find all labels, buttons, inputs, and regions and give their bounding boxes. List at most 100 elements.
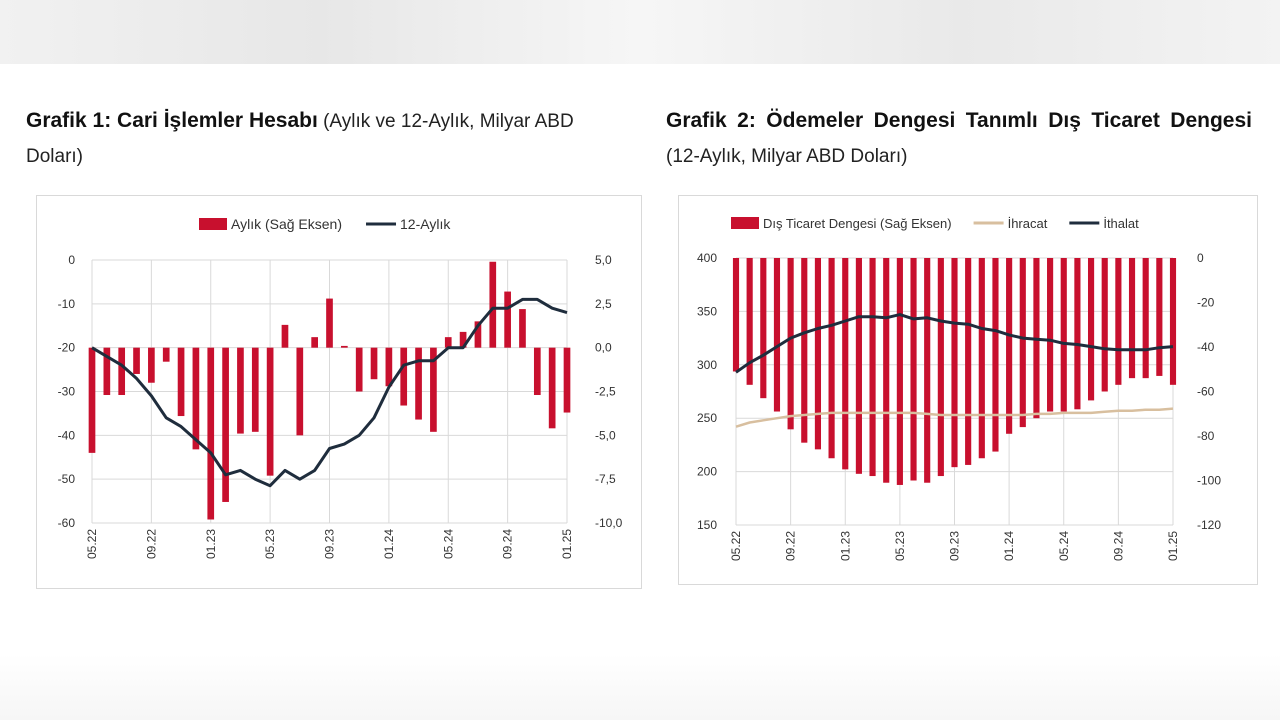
chart-1-right-tick-label: 5,0 [595,253,612,267]
chart-1-bar [519,309,526,348]
chart-2-left-tick-label: 300 [697,358,717,372]
chart-2-bar [896,258,903,485]
chart-2-left-tick-label: 150 [697,518,717,532]
chart-1-title-bold: Grafik 1: Cari İşlemler Hesabı [26,109,318,132]
chart-1-bar [177,347,185,417]
chart-1-right-tick-label: -2,5 [595,385,616,399]
chart-2-bar [883,258,890,483]
chart-1-x-tick-label: 05.24 [441,529,455,559]
bottom-blurred-band [0,654,1280,720]
chart-2-bar [1074,258,1081,410]
chart-1-x-tick-label: 05.23 [263,529,277,559]
chart-1-legend-bar-swatch [199,218,227,230]
chart-1-left-tick-label: -50 [58,472,76,486]
chart-2-right-tick-label: -20 [1197,296,1215,310]
chart-2-x-tick-label: 09.23 [948,531,962,561]
chart-1-bar [430,347,437,432]
chart-1-bar [489,261,497,348]
chart-1-bar [504,291,511,348]
chart-2-bar [760,258,767,399]
chart-2-bar [814,258,822,450]
chart-1-bar [251,347,259,432]
chart-2-x-tick-label: 09.22 [784,531,798,561]
chart-2-legend-label: İhracat [1008,216,1048,231]
chart-2-right-tick-label: -60 [1197,385,1215,399]
chart-1-panel: 0 -10 -20 -30 -40 -50 -60 5,0 2,5 0,0 -2,5 -5,0 -7,5… [36,195,642,589]
chart-2-bar [910,258,917,481]
chart-1-legend-label: 12-Aylık [400,216,451,232]
chart-1-legend-label: Aylık (Sağ Eksen) [231,216,342,232]
chart-1-right-tick-label: 0,0 [595,341,612,355]
chart-2-bar [773,258,781,412]
chart-2-line-ihracat [735,407,1174,428]
chart-2-right-tick-label: -80 [1197,429,1215,443]
chart-1-bar [296,347,304,436]
chart-2-bar [924,258,931,483]
chart-1-svg: 0 -10 -20 -30 -40 -50 -60 5,0 2,5 0,0 -2,5 -5,0 -7,5… [58,216,623,559]
chart-2-bar [992,258,999,452]
chart-2-x-tick-label: 05.23 [893,531,907,561]
chart-1-x-tick-label: 05.22 [85,529,99,559]
chart-2-bar [1047,258,1054,412]
chart-2-bar [828,258,835,459]
chart-2-right-tick-label: -100 [1197,474,1221,488]
chart-2-title: Grafik 2: Ödemeler Dengesi Tanımlı Dış T… [666,104,1252,174]
chart-1-left-tick-label: -60 [58,516,76,530]
chart-1-x-tick-label: 09.23 [323,529,337,559]
chart-2-bar [855,258,862,474]
chart-1-x-tick-label: 01.25 [560,529,574,559]
chart-2-line-ithalat [735,313,1174,374]
chart-2-left-tick-label: 250 [697,411,717,425]
chart-2-bar [965,258,972,465]
chart-1-bar [459,331,467,348]
chart-1-bar [370,347,378,380]
chart-1-x-tick-label: 09.24 [501,529,515,559]
chart-1-bar [192,347,200,450]
chart-1-bar [385,347,393,387]
chart-2-x-tick-label: 01.23 [838,531,852,561]
chart-1-bar [341,345,348,348]
chart-2-bar [801,258,808,443]
chart-2-bar [951,258,958,468]
chart-1-bar [533,347,541,396]
chart-1-left-tick-label: -10 [58,297,76,311]
chart-1-left-tick-label: -20 [58,341,76,355]
chart-1-x-tick-label: 01.23 [204,529,218,559]
chart-2-bar [1060,258,1067,412]
chart-2-left-tick-label: 200 [697,465,717,479]
chart-2-panel: 400 350 300 250 200 150 0 -20 -40 -60 -80 -100 -120 0… [678,195,1258,585]
chart-2-x-tick-label: 01.24 [1002,531,1016,561]
chart-1-bar [444,337,452,348]
chart-2-right-tick-label: -120 [1197,518,1221,532]
chart-1-left-tick-label: -30 [58,385,76,399]
chart-1-bar [133,347,140,374]
chart-2-bar [937,258,944,477]
chart-1-left-tick-label: 0 [68,253,75,267]
chart-2-bar [1101,258,1108,392]
chart-1-right-tick-label: 2,5 [595,297,612,311]
chart-1-title-sub: (Aylık ve 12-Aylık, Milyar ABD Doları) [26,111,574,167]
chart-2-bar [732,258,740,372]
chart-2-legend-bar-swatch [731,217,759,229]
chart-2-bar [978,258,985,459]
chart-1-line-12-aylik [91,297,568,488]
top-blurred-band [0,0,1280,64]
chart-2-bar [1142,258,1149,379]
chart-2-bar [1128,258,1136,379]
chart-2-left-tick-label: 400 [697,251,717,265]
chart-1-bar [281,324,289,348]
chart-2-bar [1019,258,1026,428]
chart-2-bar [869,258,876,477]
chart-2-right-tick-label: 0 [1197,251,1204,265]
chart-2-title-bold: Grafik 2: Ödemeler Dengesi Tanımlı Dış T… [666,109,1252,132]
chart-1-right-tick-label: -5,0 [595,428,616,442]
chart-1-x-tick-label: 01.24 [382,529,396,559]
chart-1-bar [474,321,482,348]
chart-2-legend-label: Dış Ticaret Dengesi (Sağ Eksen) [763,216,952,231]
chart-1-bar [162,347,170,362]
chart-1-bar [222,347,229,502]
chart-2-title-sub: (12-Aylık, Milyar ABD Doları) [666,146,908,167]
chart-1-bar [207,347,215,520]
chart-2-x-tick-label: 09.24 [1111,531,1125,561]
chart-1-bar [400,347,408,406]
